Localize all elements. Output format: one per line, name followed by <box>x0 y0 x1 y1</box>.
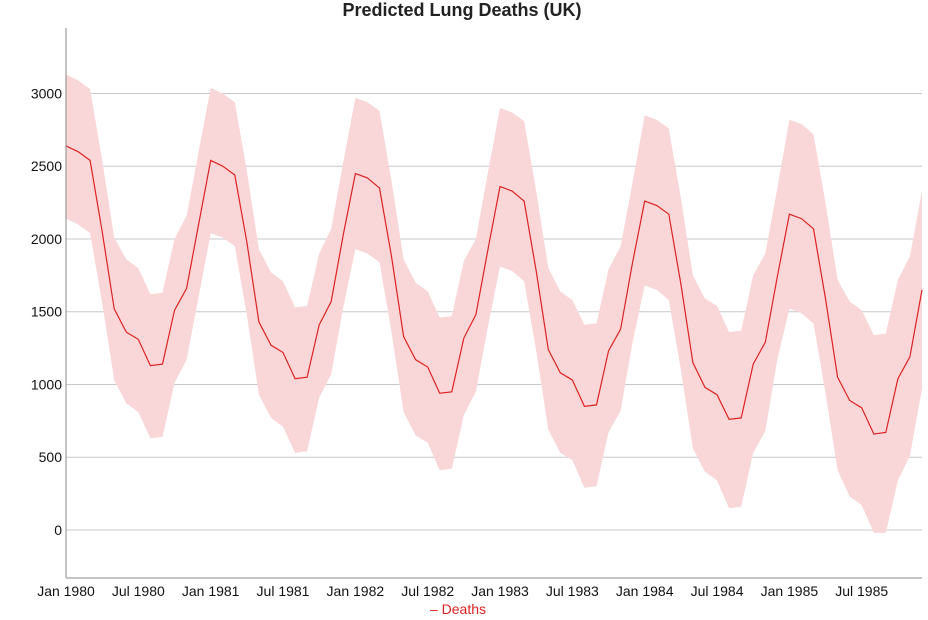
data-point-1984-06 <box>703 385 707 389</box>
data-point-1980-09 <box>161 362 165 366</box>
data-point-1980-11 <box>185 286 189 290</box>
data-point-1980-12 <box>197 222 201 226</box>
data-point-1981-09 <box>305 375 309 379</box>
data-point-1984-04 <box>679 282 683 286</box>
data-point-1985-01 <box>787 212 791 216</box>
data-point-1983-03 <box>522 199 526 203</box>
data-point-1985-03 <box>812 227 816 231</box>
data-point-1980-10 <box>173 308 177 312</box>
data-point-1981-12 <box>341 233 345 237</box>
x-tick-label-1981-07: Jul 1981 <box>257 583 310 599</box>
data-point-1982-10 <box>462 336 466 340</box>
data-point-1984-12 <box>775 275 779 279</box>
data-point-1985-07 <box>860 406 864 410</box>
data-point-1985-05 <box>836 375 840 379</box>
data-point-1984-10 <box>751 362 755 366</box>
x-axis-ticks: Jan 1980 Jul 1980 Jan 1981 Jul 1981 Jan 1982… <box>37 583 888 599</box>
data-point-1985-11 <box>908 355 912 359</box>
data-point-1985-10 <box>896 377 900 381</box>
data-point-1985-04 <box>824 297 828 301</box>
data-point-1985-08 <box>872 432 876 436</box>
data-point-1980-03 <box>88 158 92 162</box>
x-tick-label-1980-01: Jan 1980 <box>37 583 95 599</box>
data-point-1981-05 <box>257 320 261 324</box>
data-point-1982-08 <box>438 391 442 395</box>
x-tick-label-1984-07: Jul 1984 <box>691 583 744 599</box>
data-point-1981-06 <box>269 343 273 347</box>
data-point-1985-02 <box>799 217 803 221</box>
data-point-1980-04 <box>100 230 104 234</box>
data-point-1980-07 <box>136 337 140 341</box>
y-tick-label-1500: 1500 <box>31 304 62 320</box>
data-point-1982-05 <box>402 335 406 339</box>
data-point-1983-07 <box>570 378 574 382</box>
data-point-1983-08 <box>582 404 586 408</box>
data-point-1982-03 <box>378 186 382 190</box>
data-point-1980-02 <box>76 150 80 154</box>
data-point-1981-08 <box>293 377 297 381</box>
data-point-1984-05 <box>691 361 695 365</box>
deaths-line <box>65 145 923 435</box>
y-tick-label-0: 0 <box>54 522 62 538</box>
data-point-1980-06 <box>124 330 128 334</box>
data-point-1981-02 <box>221 164 225 168</box>
data-point-1980-01 <box>64 144 68 148</box>
x-tick-label-1982-01: Jan 1982 <box>327 583 385 599</box>
data-point-1982-12 <box>486 247 490 251</box>
data-point-1982-07 <box>426 365 430 369</box>
data-point-1981-10 <box>317 323 321 327</box>
data-point-1985-06 <box>848 399 852 403</box>
data-point-1984-08 <box>727 417 731 421</box>
data-point-1983-09 <box>595 403 599 407</box>
x-tick-label-1981-01: Jan 1981 <box>182 583 240 599</box>
data-point-1983-04 <box>534 269 538 273</box>
x-tick-label-1982-07: Jul 1982 <box>401 583 454 599</box>
x-tick-label-1985-01: Jan 1985 <box>761 583 819 599</box>
data-point-1984-07 <box>715 393 719 397</box>
chart-title: Predicted Lung Deaths (UK) <box>342 0 581 20</box>
data-point-1983-11 <box>619 327 623 331</box>
data-point-1983-06 <box>558 371 562 375</box>
data-point-1982-09 <box>450 390 454 394</box>
data-point-1984-11 <box>763 340 767 344</box>
data-point-1983-10 <box>607 349 611 353</box>
data-point-1984-01 <box>643 199 647 203</box>
y-tick-label-3000: 3000 <box>31 85 62 101</box>
prediction-interval-band <box>66 74 922 533</box>
y-tick-label-1000: 1000 <box>31 376 62 392</box>
data-point-1981-07 <box>281 351 285 355</box>
y-tick-label-500: 500 <box>39 449 63 465</box>
data-point-1984-02 <box>655 204 659 208</box>
data-point-1983-01 <box>498 185 502 189</box>
x-tick-label-1983-01: Jan 1983 <box>471 583 529 599</box>
data-point-1980-08 <box>148 364 152 368</box>
data-point-1982-02 <box>365 176 369 180</box>
data-point-1984-03 <box>667 212 671 216</box>
legend-item-deaths[interactable]: – Deaths <box>430 601 486 617</box>
data-point-1985-09 <box>884 431 888 435</box>
x-tick-label-1980-07: Jul 1980 <box>112 583 165 599</box>
data-point-1981-11 <box>329 300 333 304</box>
data-point-1980-05 <box>112 307 116 311</box>
data-point-1982-06 <box>414 358 418 362</box>
data-point-1983-12 <box>631 260 635 264</box>
data-point-1981-03 <box>233 173 237 177</box>
x-tick-label-1984-01: Jan 1984 <box>616 583 674 599</box>
y-tick-label-2500: 2500 <box>31 158 62 174</box>
data-point-1982-11 <box>474 313 478 317</box>
data-point-1982-04 <box>390 254 394 258</box>
data-point-1982-01 <box>353 172 357 176</box>
data-point-1985-12 <box>920 288 924 292</box>
data-point-1981-04 <box>245 240 249 244</box>
x-tick-label-1983-07: Jul 1983 <box>546 583 599 599</box>
x-tick-label-1985-07: Jul 1985 <box>835 583 888 599</box>
data-point-1983-02 <box>510 189 514 193</box>
data-point-1983-05 <box>546 348 550 352</box>
y-axis-ticks: 0 500 1000 1500 2000 2500 3000 <box>31 85 62 538</box>
y-tick-label-2000: 2000 <box>31 231 62 247</box>
data-point-1984-09 <box>739 416 743 420</box>
data-point-1981-01 <box>209 158 213 162</box>
